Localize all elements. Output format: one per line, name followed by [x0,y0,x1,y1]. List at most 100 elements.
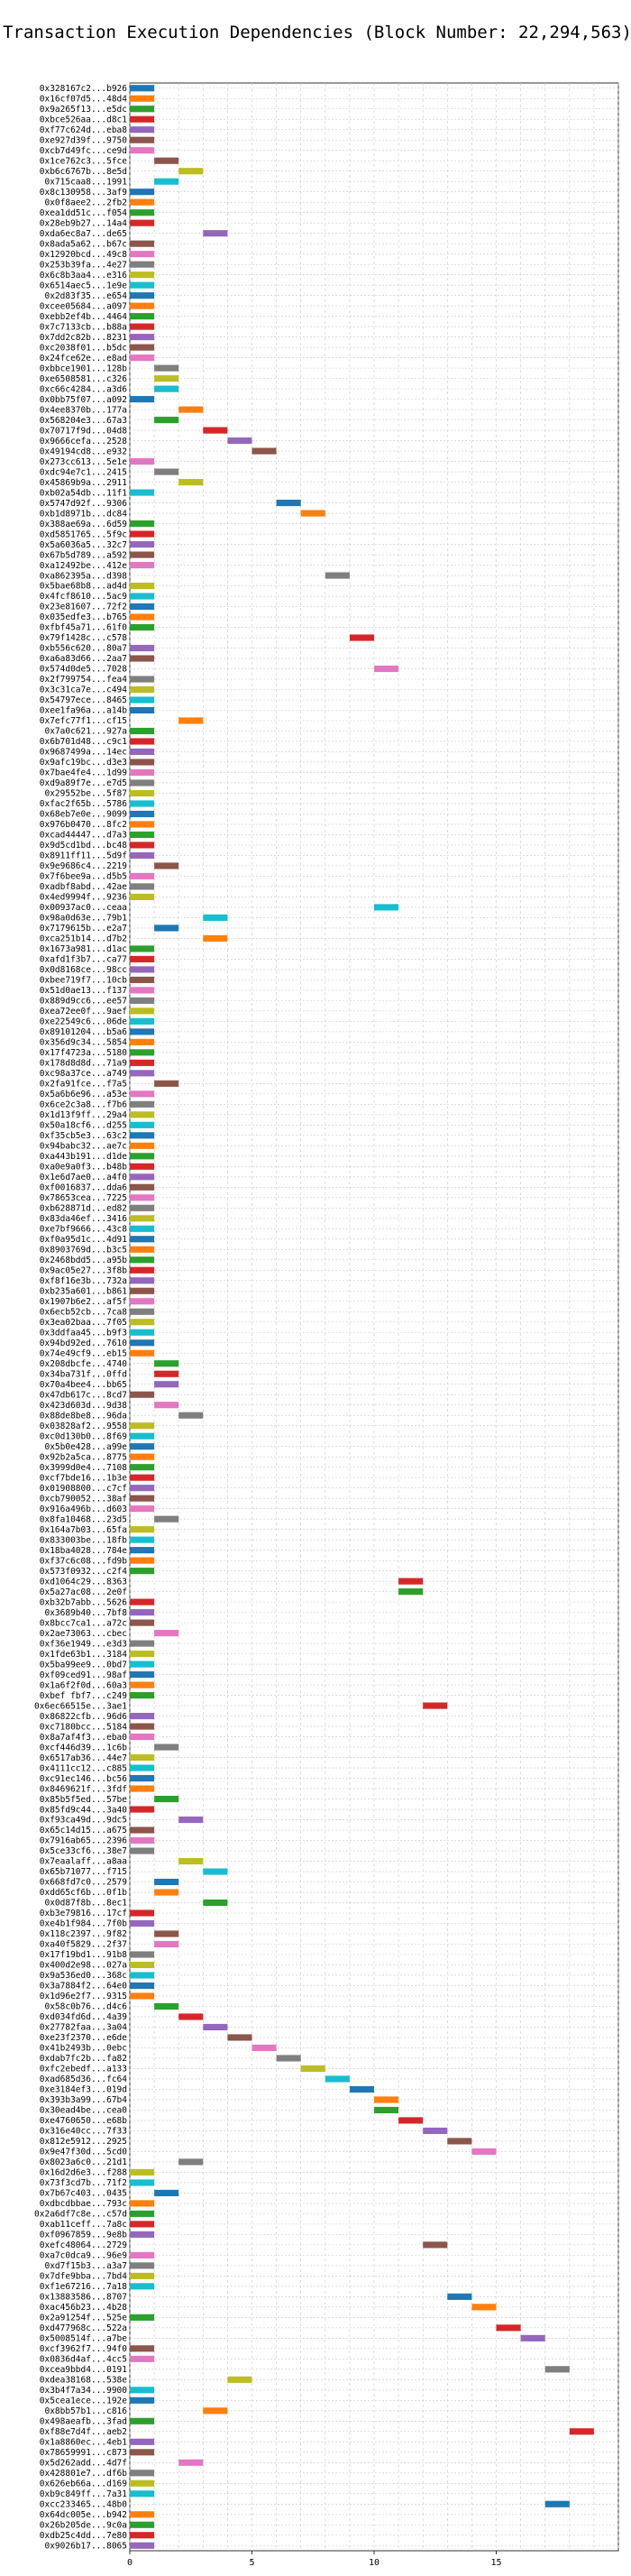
transaction-bar [447,2293,472,2300]
transaction-label: 0xb6c6767b...8e5d [40,167,127,177]
transaction-bar [203,427,228,434]
transaction-bar [130,219,155,226]
transaction-bar [300,510,325,517]
transaction-bar [496,2324,521,2332]
transaction-bar [130,1287,155,1294]
transaction-label: 0x3c31ca7e...c494 [40,685,128,695]
transaction-label: 0x5bae68b8...ad4d [40,582,127,592]
transaction-label: 0xdbcdbbae...793c [40,2199,127,2209]
transaction-label: 0x85b5f5ed...57be [40,1795,128,1805]
transaction-label: 0x356d9c34...5854 [40,1038,128,1048]
transaction-bar [130,582,155,590]
transaction-bar [130,1163,155,1170]
transaction-label: 0x8bcc7ca1...a72c [40,1618,127,1628]
transaction-label: 0x13883586...8707 [40,2293,127,2303]
transaction-label: 0x7bae4fe4...1d99 [40,768,128,778]
transaction-label: 0xbbce1901...128b [40,363,128,373]
transaction-bar [130,561,155,569]
transaction-label: 0xb628871d...ed82 [40,1203,127,1213]
transaction-bar [130,1100,155,1108]
transaction-label: 0xc91ec146...bc56 [40,1774,128,1784]
transaction-bar [154,1080,179,1087]
x-axis-ticks: 0 5 10 15 [127,2551,502,2568]
transaction-label: 0xefc48064...2729 [40,2240,128,2250]
transaction-bar [130,396,155,403]
transaction-bar [520,2334,545,2341]
transaction-bar [130,261,155,268]
transaction-label: 0x86822cfb...96d6 [40,1712,128,1722]
transaction-bar [130,1215,155,1222]
transaction-label: 0xfc2ebedf...a133 [40,2065,127,2075]
transaction-bar [154,1743,179,1751]
transaction-label: 0xcea9bbd4...0191 [40,2365,128,2375]
transaction-bar [130,520,155,528]
transaction-bar [154,2189,179,2196]
transaction-label: 0xcad44447...d7a3 [40,831,127,841]
transaction-bar [130,2438,155,2445]
transaction-label: 0xebb2ef4b...4464 [40,312,128,322]
transaction-bar [130,1111,155,1118]
transaction-bar [130,1464,155,1471]
transaction-label: 0x01908800...c7cf [40,1484,127,1494]
transaction-bar [544,2366,570,2373]
transaction-label: 0x668fd7c0...2579 [40,1878,128,1888]
transaction-label: 0xf77c624d...eba8 [40,125,128,135]
transaction-bar [227,2034,252,2041]
transaction-label: 0x00937ac0...ceaa [40,903,127,913]
transaction-bar [130,1017,155,1025]
transaction-bar [130,1568,155,1575]
transaction-label: 0x3a7884f2...64e0 [40,1982,128,1992]
transaction-bar [130,85,155,92]
transaction-bar [154,1795,179,1803]
transaction-bar [130,344,155,351]
transaction-label: 0xf36e1949...e3d3 [40,1639,127,1649]
transaction-label: 0x0d87f8b...8ec1 [44,1899,127,1909]
transaction-bar [203,1899,228,1907]
transaction-bar [130,872,155,879]
transaction-label: 0xdc94e7c1...2415 [40,467,127,477]
transaction-bar [154,1381,179,1388]
transaction-label: 0x8ada5a62...b67c [40,239,127,249]
transaction-label: 0xbef fbf7...c249 [40,1691,128,1701]
transaction-label: 0xa12492be...412e [40,561,128,571]
transaction-label: 0x8fa10468...23d5 [40,1514,127,1524]
transaction-label: 0x2ae73063...cbec [40,1629,127,1639]
transaction-bar [130,1919,155,1927]
transaction-label: 0xf0967859...9e8b [40,2231,128,2240]
transaction-bar [130,1059,155,1066]
transaction-bar [130,458,155,465]
transaction-bar [130,2179,155,2186]
transaction-label: 0x573f0932...c2f4 [40,1567,128,1577]
transaction-label: 0x388ae69a...6d59 [40,520,128,529]
transaction-label: 0xd7f15b3...a3a7 [44,2261,127,2271]
transaction-label: 0x78653cea...7225 [40,1193,127,1203]
transaction-bar [130,240,155,247]
transaction-label: 0xf0a95d1c...4d91 [40,1235,128,1245]
transaction-label: 0x9d5cd1bd...bc48 [40,841,128,851]
transaction-label: 0x70a4bee4...bb65 [40,1380,127,1390]
transaction-label: 0x16cf07d5...48d4 [40,94,128,104]
transaction-label: 0x74e49cf9...eb15 [40,1348,127,1358]
transaction-bar [544,2500,570,2507]
transaction-bar [227,437,252,445]
transaction-label: 0xb9c849ff...7a31 [40,2489,128,2499]
transaction-label: 0x49194cd8...e932 [40,446,127,456]
transaction-label: 0x1d96e2f7...9315 [40,1992,127,2001]
transaction-label: 0x8bb57b1...c816 [44,2406,127,2416]
transaction-label: 0x88de8be8...96da [40,1411,127,1421]
transaction-bar [130,955,155,962]
transaction-bar [203,230,228,237]
transaction-bar [130,271,155,279]
transaction-bar [251,447,277,455]
transaction-label: 0xd9a89f7e...e7d5 [40,778,127,788]
transaction-bar [374,2096,399,2103]
transaction-bar [130,1132,155,1139]
transaction-label: 0xe6508581...c326 [40,374,128,384]
transaction-bar [325,2075,350,2083]
transaction-bar [203,2023,228,2031]
transaction-bar [130,2511,155,2518]
transaction-label: 0x30ead4be...cea0 [40,2106,128,2116]
transaction-label: 0x85fd9c44...3a40 [40,1805,128,1815]
transaction-bar [130,1319,155,1326]
transaction-label: 0x65b71077...f715 [40,1867,127,1877]
